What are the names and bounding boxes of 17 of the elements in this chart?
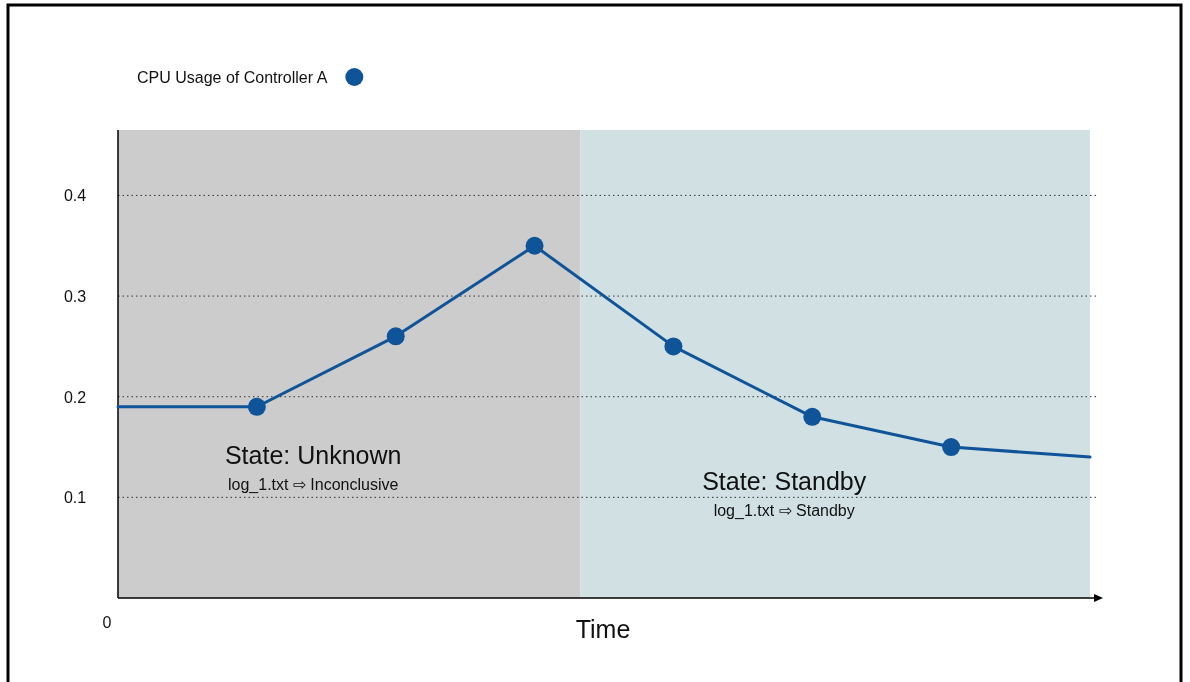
point [803, 407, 822, 426]
y-tick-label: 0.4 [63, 187, 87, 205]
point [247, 397, 266, 416]
point [525, 236, 544, 255]
annotation: State: Standby [702, 467, 867, 495]
y-tick-label: 0.2 [63, 388, 87, 406]
annotation: log_1.txt ⇨ Standby [713, 502, 855, 520]
point [386, 327, 405, 346]
annotation: log_1.txt ⇨ Inconclusive [227, 476, 399, 494]
text: 0 [102, 614, 112, 631]
x-axis-title: Time [575, 615, 631, 643]
y-tick-label: 0.1 [63, 489, 87, 507]
point [942, 438, 961, 457]
legend-label: CPU Usage of Controller A [137, 69, 328, 86]
annotation: State: Unknown [224, 441, 402, 469]
y-tick-label: 0.3 [63, 288, 87, 306]
point [664, 337, 683, 356]
